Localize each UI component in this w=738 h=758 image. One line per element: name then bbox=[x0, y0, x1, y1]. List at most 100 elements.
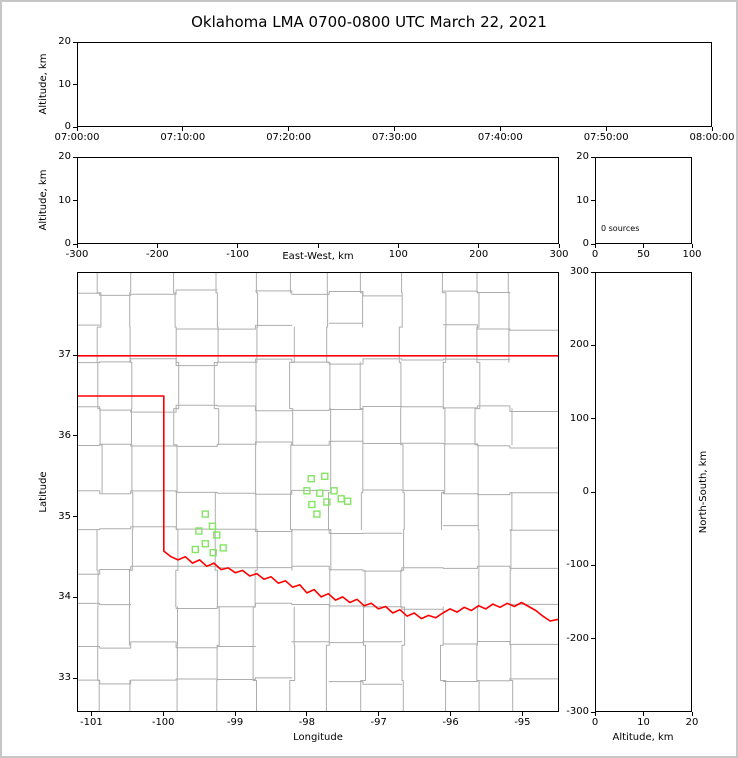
y-tick-label: 35 bbox=[58, 510, 71, 522]
tick-mark bbox=[450, 712, 452, 716]
tick-mark bbox=[591, 564, 595, 566]
tick-mark bbox=[73, 677, 77, 679]
tick-mark bbox=[558, 244, 560, 248]
lma-station-marker bbox=[213, 531, 221, 539]
plan-view-map-panel bbox=[77, 272, 559, 712]
time-altitude-panel bbox=[77, 42, 712, 127]
y-tick-label: 200 bbox=[569, 339, 589, 351]
lma-station-marker bbox=[321, 472, 329, 481]
y-tick-label: -200 bbox=[566, 632, 589, 644]
x-tick-label: -98 bbox=[298, 717, 316, 728]
lma-station-marker bbox=[208, 522, 217, 530]
lma-station-marker bbox=[201, 510, 210, 518]
y-tick-label: 37 bbox=[58, 349, 71, 361]
x-tick-label: 0 bbox=[591, 249, 599, 260]
source-count-annotation: 0 sources bbox=[601, 224, 640, 233]
lma-station-marker bbox=[330, 487, 338, 495]
x-tick-label: 07:40:00 bbox=[477, 132, 523, 143]
ns-panel-xlabel: Altitude, km bbox=[612, 732, 674, 743]
x-tick-label: -96 bbox=[442, 717, 459, 728]
tick-mark bbox=[591, 638, 595, 640]
tick-mark bbox=[591, 156, 595, 158]
tick-mark bbox=[288, 127, 290, 131]
tick-mark bbox=[591, 344, 595, 346]
tick-mark bbox=[73, 516, 77, 518]
y-tick-label: 0 bbox=[64, 238, 71, 249]
tick-mark bbox=[591, 418, 595, 420]
lma-station-marker bbox=[195, 527, 203, 535]
y-tick-label: 34 bbox=[58, 591, 71, 603]
x-tick-label: 100 bbox=[682, 249, 702, 260]
y-tick-label: 20 bbox=[576, 151, 589, 162]
x-tick-label: 07:00:00 bbox=[54, 132, 100, 143]
x-tick-label: -300 bbox=[65, 249, 89, 260]
y-tick-label: 0 bbox=[582, 238, 589, 249]
tick-mark bbox=[691, 244, 693, 248]
x-tick-label: 50 bbox=[637, 249, 650, 260]
tick-mark bbox=[478, 244, 480, 248]
lma-station-marker bbox=[219, 544, 227, 552]
lma-station-marker bbox=[201, 540, 210, 548]
ns-panel-ylabel: North-South, km bbox=[698, 450, 709, 534]
y-tick-label: -300 bbox=[566, 706, 589, 717]
county-lines-horizontal bbox=[78, 289, 558, 685]
tick-mark bbox=[156, 244, 158, 248]
x-tick-label: -95 bbox=[514, 717, 531, 728]
lma-station-marker bbox=[313, 510, 321, 518]
x-tick-label: -100 bbox=[226, 249, 250, 260]
map-xlabel: Longitude bbox=[293, 732, 343, 743]
tick-mark bbox=[643, 244, 644, 248]
tick-mark bbox=[594, 712, 596, 716]
lma-station-marker bbox=[323, 498, 331, 506]
tick-mark bbox=[394, 127, 395, 131]
x-tick-label: 200 bbox=[469, 249, 489, 260]
x-tick-label: -97 bbox=[370, 717, 387, 728]
altitude-histogram-panel: 0 sources bbox=[595, 157, 692, 244]
x-tick-label: 0 bbox=[591, 717, 599, 728]
tick-mark bbox=[73, 41, 77, 43]
y-tick-label: 100 bbox=[569, 412, 589, 424]
y-tick-label: 300 bbox=[569, 266, 589, 277]
y-tick-label: -100 bbox=[566, 559, 589, 571]
tick-mark bbox=[605, 127, 607, 131]
x-tick-label: 07:50:00 bbox=[583, 132, 629, 143]
lma-station-marker bbox=[337, 495, 345, 503]
map-ylabel: Latitude bbox=[38, 471, 49, 513]
tick-mark bbox=[591, 200, 595, 201]
x-tick-label: 20 bbox=[685, 717, 699, 728]
tick-mark bbox=[73, 596, 77, 598]
x-tick-label: 07:30:00 bbox=[372, 132, 417, 143]
lma-station-marker bbox=[344, 497, 352, 505]
tick-mark bbox=[317, 244, 319, 248]
tick-mark bbox=[591, 711, 595, 713]
y-tick-label: 0 bbox=[64, 121, 71, 132]
ew-panel-ylabel: Altitude, km bbox=[38, 169, 49, 231]
tick-mark bbox=[521, 712, 523, 716]
x-tick-label: 07:20:00 bbox=[266, 132, 312, 143]
tick-mark bbox=[378, 712, 380, 716]
lma-station-marker bbox=[209, 549, 217, 557]
tick-mark bbox=[162, 712, 164, 716]
tick-mark bbox=[306, 712, 308, 716]
state-border-west-and-red-river bbox=[78, 395, 558, 622]
northsouth-altitude-panel bbox=[595, 272, 692, 712]
x-tick-label: 07:10:00 bbox=[160, 132, 206, 143]
tick-mark bbox=[591, 271, 595, 273]
oklahoma-county-map bbox=[78, 273, 558, 711]
tick-mark bbox=[643, 712, 644, 716]
tick-mark bbox=[90, 712, 92, 716]
y-tick-label: 20 bbox=[58, 151, 71, 162]
y-tick-label: 10 bbox=[576, 194, 589, 206]
tick-mark bbox=[73, 435, 77, 437]
x-tick-label: -100 bbox=[151, 717, 175, 728]
y-tick-label: 10 bbox=[58, 78, 71, 90]
tick-mark bbox=[591, 491, 595, 493]
figure-title: Oklahoma LMA 0700-0800 UTC March 22, 202… bbox=[191, 13, 547, 31]
lma-station-marker bbox=[191, 545, 200, 554]
tick-mark bbox=[73, 126, 77, 128]
lma-station-marker bbox=[316, 489, 324, 497]
tick-mark bbox=[73, 200, 77, 201]
tick-mark bbox=[182, 127, 184, 131]
tick-mark bbox=[499, 127, 501, 131]
